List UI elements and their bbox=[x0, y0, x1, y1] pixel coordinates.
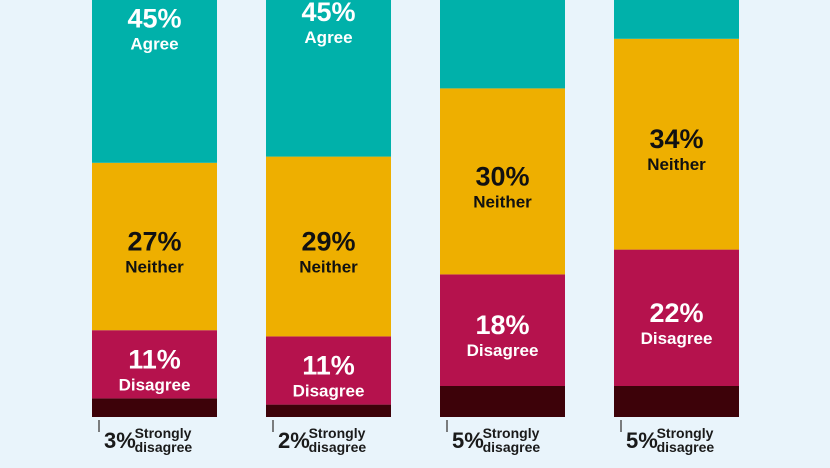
value-label-strongly-disagree-2: 2% bbox=[278, 428, 310, 453]
bar-segment-disagree-1 bbox=[92, 330, 217, 399]
bar-segment-agree-1 bbox=[92, 0, 217, 163]
bar-segment-strongly-disagree-3 bbox=[440, 386, 565, 417]
category-label-neither-4: Neither bbox=[647, 155, 706, 174]
category-label-neither-2: Neither bbox=[299, 258, 358, 277]
bar-segment-disagree-4 bbox=[614, 249, 739, 386]
value-label-strongly-disagree-1: 3% bbox=[104, 428, 136, 453]
category-label-line2-strongly-disagree-4: disagree bbox=[657, 439, 715, 455]
value-label-disagree-4: 22% bbox=[649, 298, 703, 328]
category-label-agree-1: Agree bbox=[130, 34, 178, 53]
category-label-strongly-disagree-4: Strongly bbox=[657, 425, 714, 441]
bar-segment-agree-4 bbox=[614, 0, 739, 39]
category-label-strongly-disagree-1: Strongly bbox=[135, 425, 192, 441]
value-label-neither-2: 29% bbox=[301, 227, 355, 257]
value-label-strongly-disagree-4: 5% bbox=[626, 428, 658, 453]
bar-segment-neither-1 bbox=[92, 162, 217, 331]
bar-segment-strongly-disagree-1 bbox=[92, 398, 217, 417]
category-label-agree-2: Agree bbox=[304, 28, 352, 47]
category-label-disagree-4: Disagree bbox=[641, 329, 713, 348]
bar-segment-neither-2 bbox=[266, 156, 391, 337]
value-label-neither-4: 34% bbox=[649, 124, 703, 154]
category-label-line2-strongly-disagree-3: disagree bbox=[483, 439, 541, 455]
value-label-neither-3: 30% bbox=[475, 161, 529, 191]
bar-segment-strongly-disagree-4 bbox=[614, 386, 739, 417]
category-label-line2-strongly-disagree-1: disagree bbox=[135, 439, 193, 455]
bar-segment-disagree-2 bbox=[266, 336, 391, 405]
value-label-neither-1: 27% bbox=[127, 227, 181, 257]
value-label-strongly-disagree-3: 5% bbox=[452, 428, 484, 453]
category-label-disagree-3: Disagree bbox=[467, 341, 539, 360]
bar-segment-neither-3 bbox=[440, 88, 565, 275]
category-label-disagree-1: Disagree bbox=[119, 375, 191, 394]
bar-segment-disagree-3 bbox=[440, 274, 565, 386]
value-label-agree-1: 45% bbox=[127, 3, 181, 33]
bar-segment-neither-4 bbox=[614, 38, 739, 250]
value-label-disagree-3: 18% bbox=[475, 310, 529, 340]
bar-segment-agree-2 bbox=[266, 0, 391, 157]
bar-segment-agree-3 bbox=[440, 0, 565, 89]
value-label-disagree-2: 11% bbox=[302, 351, 355, 381]
category-label-neither-3: Neither bbox=[473, 192, 532, 211]
value-label-disagree-1: 11% bbox=[128, 344, 181, 374]
category-label-strongly-disagree-2: Strongly bbox=[309, 425, 366, 441]
category-label-strongly-disagree-3: Strongly bbox=[483, 425, 540, 441]
value-label-agree-2: 45% bbox=[301, 0, 355, 27]
category-label-disagree-2: Disagree bbox=[293, 382, 365, 401]
category-label-neither-1: Neither bbox=[125, 258, 184, 277]
bar-segment-strongly-disagree-2 bbox=[266, 404, 391, 417]
category-label-line2-strongly-disagree-2: disagree bbox=[309, 439, 367, 455]
